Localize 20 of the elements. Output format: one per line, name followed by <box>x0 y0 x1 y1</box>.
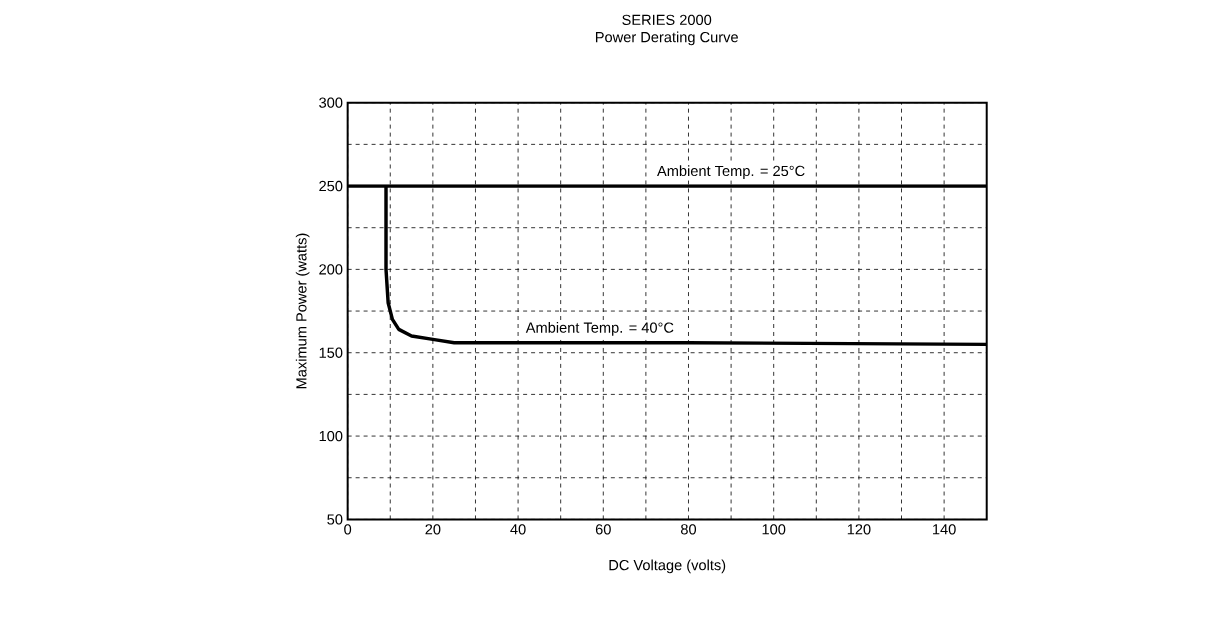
chart-subtitle: Power Derating Curve <box>595 31 738 46</box>
x-tick-label: 0 <box>344 524 352 535</box>
y-tick-label: 50 <box>327 514 343 525</box>
x-tick-label: 60 <box>595 524 611 535</box>
y-tick-label: 300 <box>319 97 343 108</box>
chart-title: SERIES 2000 <box>622 14 712 25</box>
x-tick-label: 120 <box>847 524 871 535</box>
y-axis-title: Maximum Power (watts) <box>295 233 310 389</box>
x-tick-label: 40 <box>510 524 526 535</box>
x-tick-label: 80 <box>680 524 697 535</box>
series-label: Ambient Temp. = 25°C <box>657 165 805 179</box>
x-tick-label: 100 <box>762 524 786 535</box>
series-label: Ambient Temp. = 40°C <box>525 322 674 336</box>
y-tick-label: 100 <box>319 430 343 442</box>
x-tick-label: 140 <box>933 524 956 535</box>
x-axis-title: DC Voltage (volts) <box>609 559 726 574</box>
x-tick-label: 20 <box>425 524 441 535</box>
y-tick-label: 250 <box>319 180 343 192</box>
y-tick-label: 200 <box>319 264 343 275</box>
y-tick-label: 150 <box>319 347 343 358</box>
